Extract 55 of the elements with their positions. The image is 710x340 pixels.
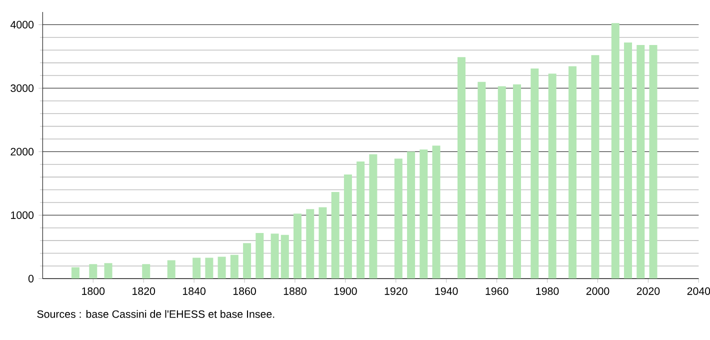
x-tick-label: 1980 xyxy=(536,287,559,295)
x-tick-label: 2040 xyxy=(687,287,710,295)
x-tick-label: 1940 xyxy=(435,287,458,295)
x-tick-label: 1800 xyxy=(82,287,105,295)
bar xyxy=(104,263,112,279)
bar xyxy=(458,57,466,279)
bar xyxy=(420,149,428,279)
bar xyxy=(649,45,658,279)
bar xyxy=(478,82,486,279)
bar xyxy=(306,209,314,279)
bar xyxy=(530,68,539,279)
bar xyxy=(356,162,365,279)
bar xyxy=(318,207,327,279)
bar xyxy=(280,234,289,279)
bar xyxy=(568,66,577,279)
bar xyxy=(394,158,402,279)
bar xyxy=(611,23,620,279)
bar xyxy=(344,174,352,279)
bar xyxy=(89,264,98,279)
x-tick-label: 1860 xyxy=(233,287,256,295)
x-tick-label: 1960 xyxy=(486,287,508,295)
bar xyxy=(591,55,600,279)
x-tick-label: 2000 xyxy=(586,287,610,295)
y-tick-label: 1000 xyxy=(11,211,34,219)
bar xyxy=(218,256,226,279)
y-tick-label: 3000 xyxy=(10,84,34,92)
bar xyxy=(192,258,201,279)
bar xyxy=(498,86,506,279)
bar xyxy=(624,42,632,279)
bar xyxy=(142,264,150,279)
x-tick-label: 1880 xyxy=(284,287,306,295)
bar xyxy=(369,154,378,279)
y-tick-label: 2000 xyxy=(10,148,34,156)
x-tick-label: 1820 xyxy=(132,287,156,295)
bar xyxy=(513,84,522,279)
bar xyxy=(71,267,80,279)
source-note: Sources : base Cassini de l'EHESS et base Insee. xyxy=(37,310,274,318)
x-tick-label: 2020 xyxy=(636,287,660,295)
x-tick-label: 1920 xyxy=(384,287,408,295)
bar xyxy=(230,254,238,279)
bar xyxy=(636,45,645,279)
y-tick-label: 4000 xyxy=(10,20,34,28)
bar xyxy=(407,152,416,279)
bar xyxy=(432,146,440,279)
bar xyxy=(294,214,302,279)
bar xyxy=(270,234,279,279)
y-tick-label: 0 xyxy=(28,274,34,282)
bar xyxy=(548,74,556,279)
bar xyxy=(205,258,214,279)
x-tick-label: 1900 xyxy=(334,287,357,295)
bar xyxy=(243,243,252,279)
bar xyxy=(167,260,176,279)
bar xyxy=(256,232,264,279)
x-tick-label: 1840 xyxy=(183,287,206,295)
bar xyxy=(331,192,340,279)
